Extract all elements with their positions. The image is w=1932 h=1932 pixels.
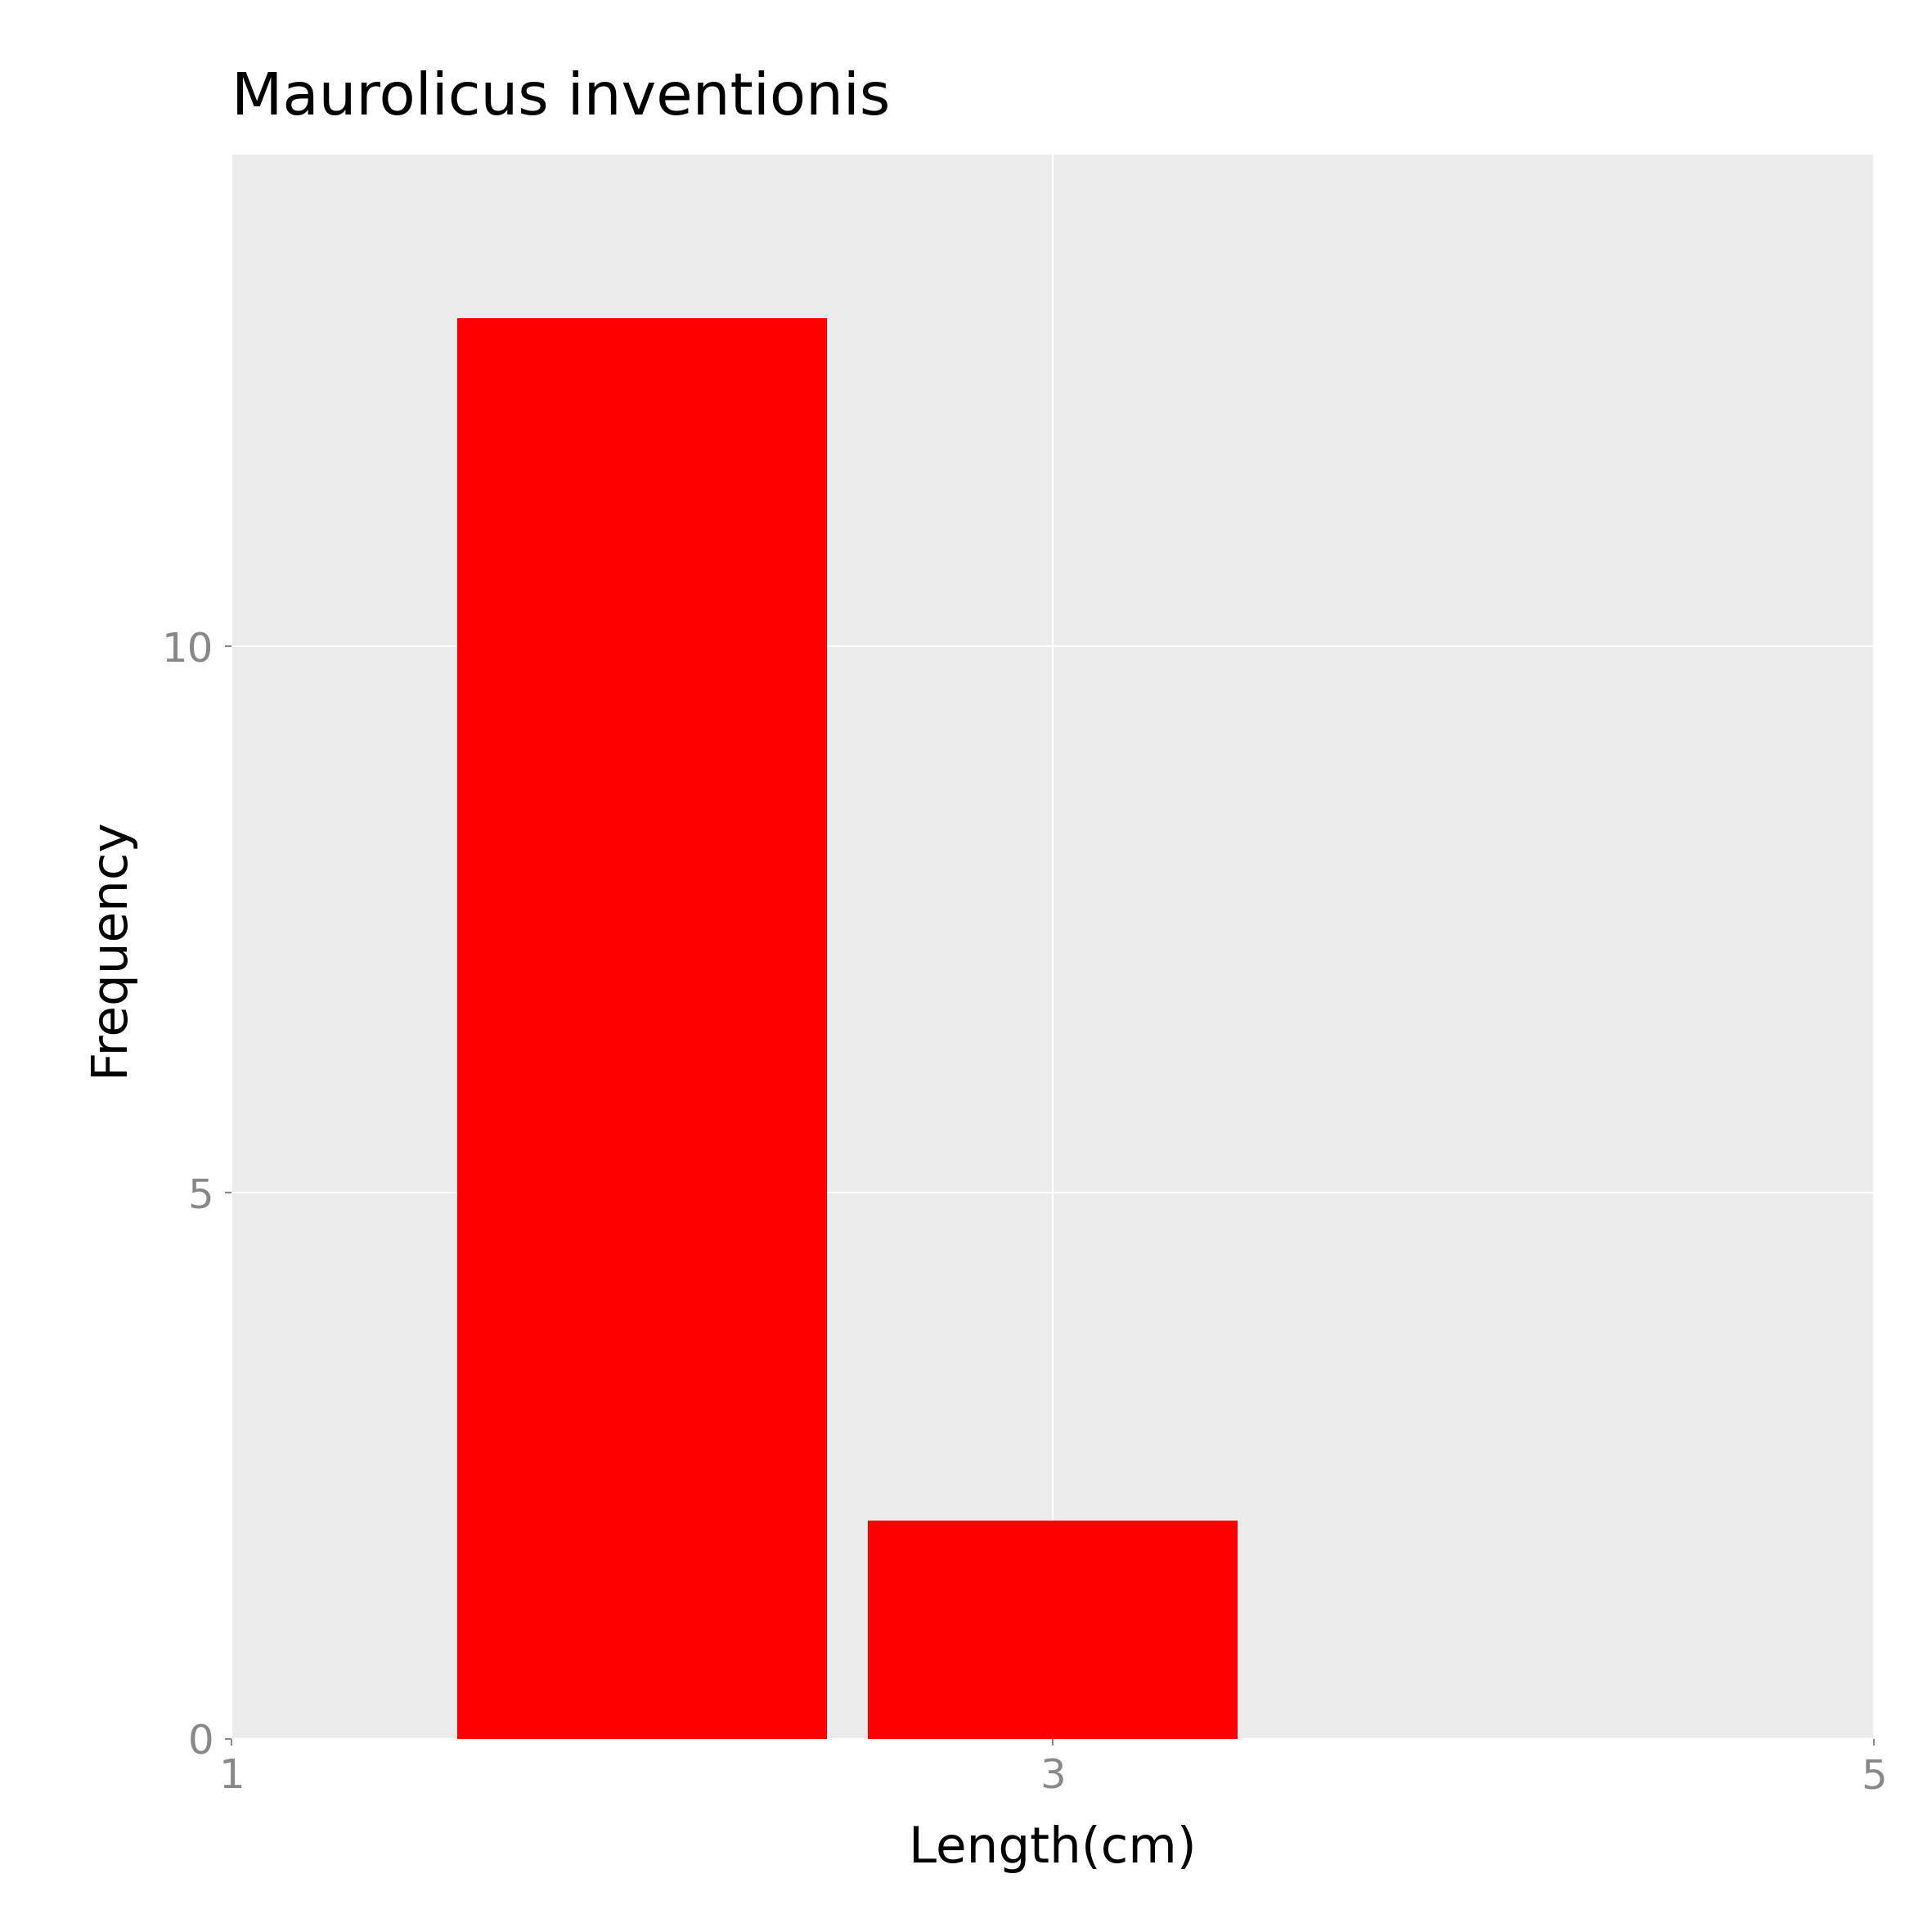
X-axis label: Length(cm): Length(cm) <box>910 1824 1196 1872</box>
Bar <box>867 1520 1238 1739</box>
Text: Maurolicus inventionis: Maurolicus inventionis <box>232 71 891 128</box>
Bar <box>458 319 827 1739</box>
Y-axis label: Frequency: Frequency <box>85 817 133 1076</box>
